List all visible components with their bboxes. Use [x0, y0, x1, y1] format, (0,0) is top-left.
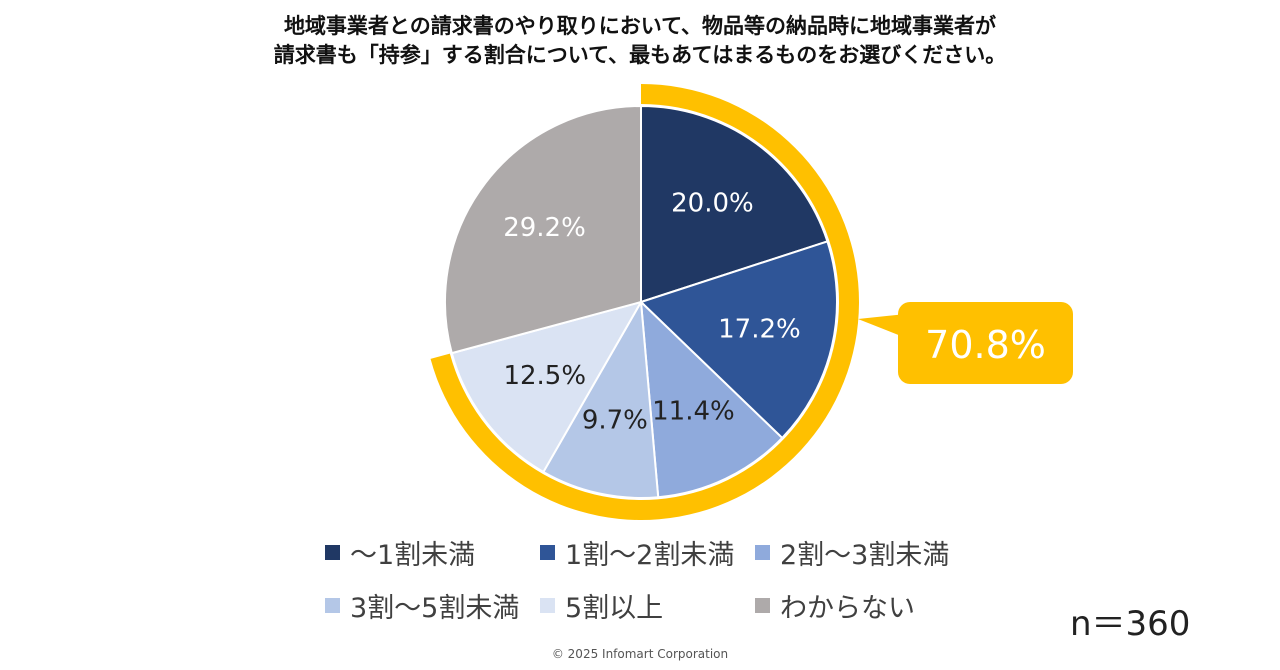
slice-label-6: 29.2% [503, 213, 586, 243]
pie-slice-4 [541, 298, 660, 499]
legend-item: 3割～5割未満 [325, 586, 519, 625]
legend-item: ～1割未満 [325, 533, 475, 572]
title-line-1: 地域事業者との請求書のやり取りにおいて、物品等の納品時に地域事業者が [283, 14, 997, 38]
pie-slice-1 [640, 104, 829, 304]
callout-value: 70.8% [925, 323, 1046, 367]
legend-item: わからない [755, 586, 915, 625]
legend-label: 1割～2割未満 [565, 540, 735, 571]
legend-label: 2割～3割未満 [780, 540, 950, 571]
pie-slice-3 [639, 299, 784, 499]
legend-swatch [540, 545, 555, 560]
legend-item: 5割以上 [540, 586, 663, 625]
callout-box [898, 302, 1073, 384]
title-line-2: 請求書も「持参」する割合について、最もあてはまるものをお選びください。 [273, 43, 1007, 67]
legend-item: 2割～3割未満 [755, 533, 949, 572]
legend-swatch [755, 545, 770, 560]
legend-swatch [325, 545, 340, 560]
legend-label: 3割～5割未満 [350, 593, 520, 624]
copyright: © 2025 Infomart Corporation [551, 647, 729, 661]
slice-label-2: 17.2% [718, 314, 801, 344]
legend-item: 1割～2割未満 [540, 533, 734, 572]
pie-slice-6 [444, 104, 642, 355]
legend-label: ～1割未満 [350, 540, 476, 571]
legend-label: 5割以上 [565, 593, 664, 624]
callout-pointer [858, 314, 906, 338]
pie-slice-5 [450, 300, 644, 474]
slice-label-4: 9.7% [582, 406, 648, 436]
slice-label-5: 12.5% [503, 361, 586, 391]
chart-title: 地域事業者との請求書のやり取りにおいて、物品等の納品時に地域事業者が 請求書も「… [0, 12, 1280, 70]
legend-label: わからない [780, 593, 915, 624]
sample-size: n＝360 [1070, 604, 1191, 644]
legend-swatch [755, 598, 770, 613]
slice-label-3: 11.4% [652, 397, 735, 427]
legend-swatch [325, 598, 340, 613]
legend-swatch [540, 598, 555, 613]
pie-slice-2 [639, 240, 838, 440]
slice-label-1: 20.0% [671, 189, 754, 219]
